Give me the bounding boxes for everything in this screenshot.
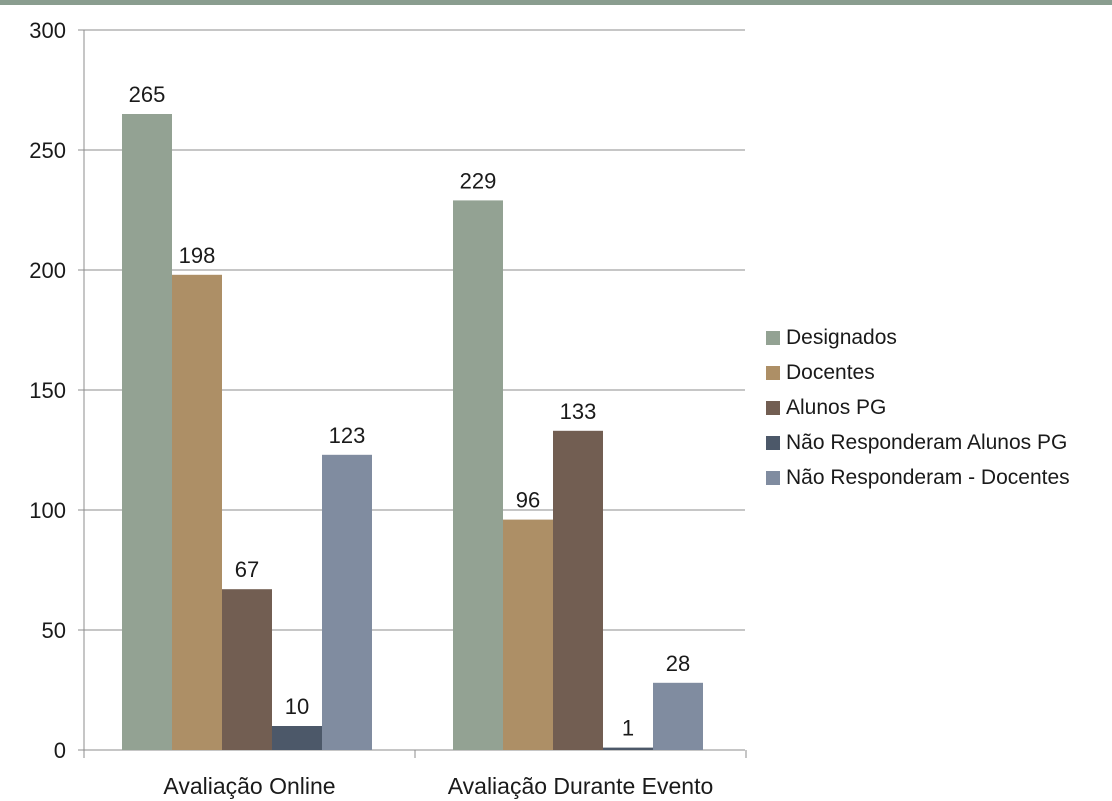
bar bbox=[222, 589, 272, 750]
bar bbox=[503, 519, 553, 750]
bar bbox=[553, 430, 603, 750]
legend-item-docentes: Docentes bbox=[766, 355, 1070, 390]
legend-swatch-alunos-pg bbox=[766, 400, 780, 415]
bar bbox=[453, 200, 503, 750]
legend-label-designados: Designados bbox=[786, 325, 897, 349]
y-tick-label: 0 bbox=[54, 738, 66, 763]
chart-legend: Designados Docentes Alunos PG Não Respon… bbox=[766, 320, 1070, 495]
bar bbox=[322, 454, 372, 750]
y-tick-label: 200 bbox=[29, 258, 66, 283]
data-label: 10 bbox=[285, 694, 309, 719]
data-label: 198 bbox=[179, 243, 216, 268]
legend-item-nao-responderam-docentes: Não Responderam - Docentes bbox=[766, 460, 1070, 495]
y-tick-label: 250 bbox=[29, 138, 66, 163]
legend-item-nao-responderam-alunos-pg: Não Responderam Alunos PG bbox=[766, 425, 1070, 460]
legend-item-designados: Designados bbox=[766, 320, 1070, 355]
legend-swatch-docentes bbox=[766, 365, 780, 380]
data-label: 67 bbox=[235, 557, 259, 582]
y-tick-label: 300 bbox=[29, 18, 66, 43]
data-label: 96 bbox=[516, 488, 540, 513]
data-label: 229 bbox=[460, 168, 497, 193]
top-decorative-band bbox=[0, 0, 1112, 5]
bar bbox=[653, 682, 703, 750]
legend-swatch-nao-responderam-alunos-pg bbox=[766, 435, 780, 450]
data-label: 1 bbox=[622, 716, 634, 741]
data-label: 265 bbox=[129, 82, 166, 107]
y-tick-label: 100 bbox=[29, 498, 66, 523]
legend-swatch-designados bbox=[766, 330, 780, 345]
y-tick-label: 150 bbox=[29, 378, 66, 403]
legend-swatch-nao-responderam-docentes bbox=[766, 470, 780, 485]
legend-item-alunos-pg: Alunos PG bbox=[766, 390, 1070, 425]
legend-label-nao-responderam-docentes: Não Responderam - Docentes bbox=[786, 465, 1070, 489]
y-tick-label: 50 bbox=[42, 618, 66, 643]
data-label: 133 bbox=[560, 399, 597, 424]
x-category-label: Avaliação Online bbox=[163, 773, 335, 799]
data-label: 28 bbox=[666, 651, 690, 676]
legend-label-nao-responderam-alunos-pg: Não Responderam Alunos PG bbox=[786, 430, 1068, 454]
x-category-label: Avaliação Durante Evento bbox=[448, 773, 714, 799]
bar bbox=[272, 726, 322, 750]
bar bbox=[603, 747, 653, 750]
legend-label-docentes: Docentes bbox=[786, 360, 875, 384]
bar bbox=[122, 114, 172, 750]
data-label: 123 bbox=[329, 423, 366, 448]
bar bbox=[172, 274, 222, 750]
legend-label-alunos-pg: Alunos PG bbox=[786, 395, 887, 419]
